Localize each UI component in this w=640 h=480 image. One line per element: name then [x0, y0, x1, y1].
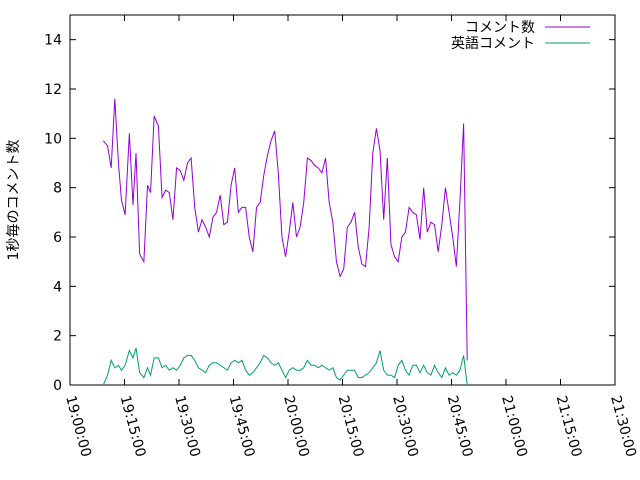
y-tick-label: 6	[53, 230, 62, 246]
series-line-2	[102, 347, 468, 386]
x-tick-label: 21:30:00	[607, 394, 639, 459]
x-tick-label: 20:30:00	[389, 394, 421, 459]
y-tick-label: 8	[53, 181, 62, 197]
y-tick-label: 4	[53, 279, 62, 295]
y-axis-label: 1秒毎のコメント数	[6, 140, 22, 261]
y-tick-label: 10	[44, 131, 62, 147]
series-layer	[102, 98, 468, 386]
x-tick-label: 20:45:00	[444, 394, 476, 459]
x-tick-label: 21:15:00	[553, 394, 585, 459]
y-tick-label: 12	[44, 82, 62, 98]
x-axis: 19:00:00 19:15:00 19:30:00 19:45:00 20:00:00…	[62, 15, 639, 459]
x-tick-label: 21:00:00	[498, 394, 530, 459]
legend-label-1: コメント数	[465, 20, 535, 36]
legend-label-2: 英語コメント	[451, 35, 535, 52]
x-tick-label: 19:00:00	[62, 394, 94, 459]
x-tick-label: 19:45:00	[226, 394, 258, 459]
series-line-1	[102, 98, 468, 361]
y-axis: 0 2 4 6 8 10 12 14	[44, 33, 615, 394]
y-tick-label: 14	[44, 33, 62, 49]
y-tick-label: 0	[53, 378, 62, 394]
x-tick-label: 19:30:00	[171, 394, 203, 459]
x-tick-label: 20:00:00	[280, 394, 312, 459]
x-tick-label: 20:15:00	[335, 394, 367, 459]
x-tick-label: 19:15:00	[117, 394, 149, 459]
y-tick-label: 2	[53, 329, 62, 345]
plot-frame	[69, 14, 616, 386]
